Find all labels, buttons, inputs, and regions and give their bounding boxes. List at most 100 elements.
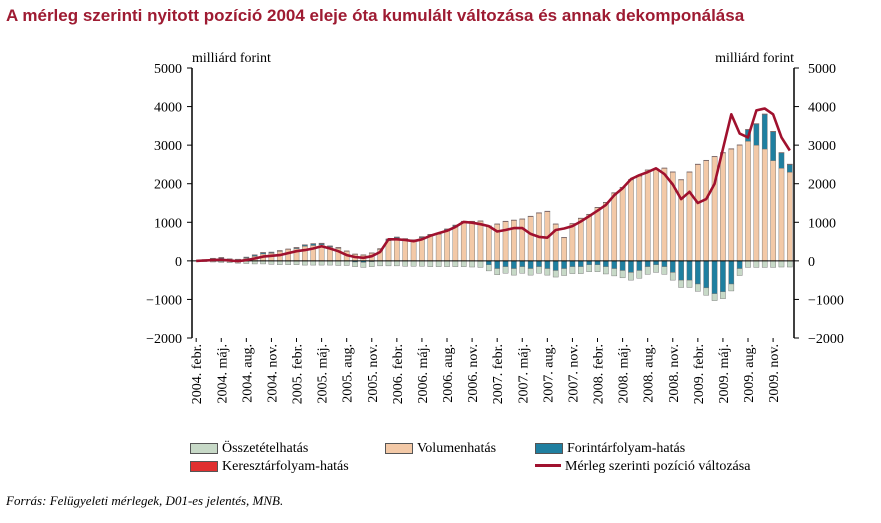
bar-volumen xyxy=(561,237,567,262)
bar-volumen xyxy=(736,144,743,262)
bar-forint xyxy=(728,260,735,285)
bar-forint xyxy=(644,260,651,267)
bar-kereszt xyxy=(352,253,358,255)
bar-osszetetel xyxy=(711,293,718,301)
bar-osszetetel xyxy=(435,260,442,267)
bar-osszetetel xyxy=(335,260,342,266)
bar-osszetetel xyxy=(653,264,659,273)
x-tick-label: 2009. máj. xyxy=(717,344,732,404)
x-tick-label: 2005. nov. xyxy=(366,344,381,403)
bar-volumen xyxy=(678,179,684,262)
bar-kereszt xyxy=(293,247,300,249)
bar-kereszt xyxy=(544,210,551,212)
bar-osszetetel xyxy=(728,283,735,292)
bar-volumen xyxy=(502,221,509,262)
x-tick-label: 2006. nov. xyxy=(466,344,481,403)
bar-osszetetel xyxy=(276,260,283,265)
legend-swatch-forint xyxy=(535,443,563,455)
bar-osszetetel xyxy=(636,270,643,279)
bar-forint xyxy=(661,260,668,267)
bar-forint xyxy=(711,260,718,294)
bar-forint xyxy=(787,164,793,173)
bar-osszetetel xyxy=(753,260,760,268)
y-axis-title-left: milliárd forint xyxy=(192,51,271,66)
legend-swatch-line xyxy=(535,464,561,468)
bar-kereszt xyxy=(686,171,693,173)
bar-osszetetel xyxy=(761,260,768,268)
source-note: Forrás: Felügyeleti mérlegek, D01-es jel… xyxy=(6,493,284,508)
bar-volumen xyxy=(619,187,626,262)
bar-forint xyxy=(703,260,710,289)
bar-kereszt xyxy=(218,257,225,259)
legend-label-forint: Forintárfolyam-hatás xyxy=(567,441,686,456)
bar-forint xyxy=(603,260,609,267)
bar-osszetetel xyxy=(519,266,526,274)
y-tick-label-left: −1000 xyxy=(146,293,182,308)
y-tick-label-right: 5000 xyxy=(808,62,836,77)
bar-volumen xyxy=(402,239,409,262)
bar-volumen xyxy=(569,223,576,262)
bar-osszetetel xyxy=(385,260,392,267)
x-tick-label: 2004. febr. xyxy=(190,344,205,404)
bar-forint xyxy=(636,260,643,271)
bar-volumen xyxy=(695,164,701,262)
bar-osszetetel xyxy=(444,260,450,267)
legend-swatch-kereszt xyxy=(190,461,218,473)
bar-kereszt xyxy=(327,245,333,247)
bar-osszetetel xyxy=(586,264,592,272)
bar-osszetetel xyxy=(778,260,785,268)
bar-kereszt xyxy=(260,252,266,254)
bar-volumen xyxy=(444,230,450,262)
bar-osszetetel xyxy=(644,266,651,275)
bar-forint xyxy=(628,260,634,273)
bar-kereszt xyxy=(477,220,484,222)
bar-kereszt xyxy=(343,250,350,252)
bar-forint xyxy=(653,260,659,265)
bar-osszetetel xyxy=(368,261,375,267)
bar-osszetetel xyxy=(402,260,409,267)
bar-osszetetel xyxy=(787,260,793,268)
bar-kereszt xyxy=(561,237,567,239)
bar-volumen xyxy=(427,235,434,262)
bar-volumen xyxy=(603,202,609,262)
bar-osszetetel xyxy=(561,268,567,276)
bar-osszetetel xyxy=(770,260,776,268)
bar-osszetetel xyxy=(452,260,459,267)
bar-volumen xyxy=(644,170,651,262)
bar-forint xyxy=(594,260,601,265)
bar-kereszt xyxy=(577,217,584,219)
bar-kereszt xyxy=(661,167,668,169)
bar-osszetetel xyxy=(594,264,601,272)
bar-osszetetel xyxy=(686,279,693,288)
x-tick-label: 2005. aug. xyxy=(341,344,356,403)
bar-kereszt xyxy=(502,220,509,222)
bar-osszetetel xyxy=(544,268,551,276)
bar-kereszt xyxy=(310,243,317,245)
bar-volumen xyxy=(511,220,517,262)
bar-osszetetel xyxy=(669,272,676,281)
bar-volumen xyxy=(778,168,785,262)
bar-volumen xyxy=(519,218,526,262)
bar-osszetetel xyxy=(268,260,275,265)
bar-kereszt xyxy=(736,144,743,146)
x-tick-label: 2004. aug. xyxy=(240,344,255,403)
y-tick-label-right: 0 xyxy=(808,255,815,270)
bar-forint xyxy=(753,123,760,146)
bar-forint xyxy=(561,260,567,269)
bar-kereszt xyxy=(511,219,517,221)
bar-osszetetel xyxy=(318,260,325,266)
y-tick-label-left: −2000 xyxy=(146,332,182,347)
bar-osszetetel xyxy=(720,291,726,299)
bar-osszetetel xyxy=(477,261,484,268)
bar-kereszt xyxy=(368,252,375,254)
bar-volumen xyxy=(753,144,760,262)
bar-osszetetel xyxy=(502,266,509,274)
bar-volumen xyxy=(419,237,425,262)
bar-volumen xyxy=(787,171,793,262)
bar-kereszt xyxy=(753,123,760,125)
bar-forint xyxy=(577,260,584,267)
bar-osszetetel xyxy=(695,283,701,292)
bar-kereszt xyxy=(552,223,559,225)
bar-volumen xyxy=(611,192,618,262)
legend-item-line: Mérleg szerinti pozíció változása xyxy=(535,459,750,475)
